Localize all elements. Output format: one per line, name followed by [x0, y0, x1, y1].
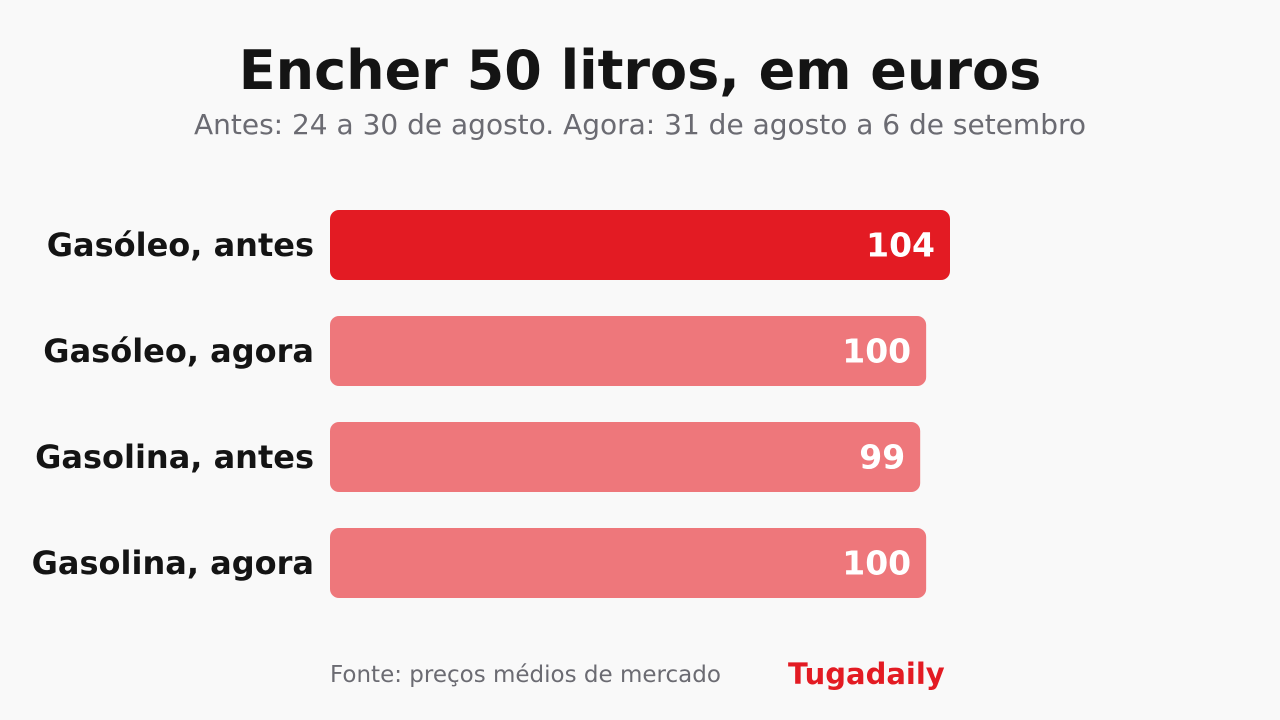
- bar: [330, 316, 927, 386]
- chart-title: Encher 50 litros, em euros: [238, 39, 1042, 102]
- bar-value-label: 99: [859, 438, 905, 477]
- bar-value-label: 104: [866, 226, 935, 265]
- source-note: Fonte: preços médios de mercado: [330, 662, 721, 688]
- category-label: Gasóleo, agora: [43, 332, 314, 370]
- bar-value-label: 100: [842, 544, 911, 583]
- brand-logo: Tugadaily: [788, 657, 945, 691]
- bar: [330, 422, 921, 492]
- bar: [330, 528, 927, 598]
- bar-value-label: 100: [842, 332, 911, 371]
- category-label: Gasóleo, antes: [47, 226, 314, 264]
- category-label: Gasolina, agora: [32, 544, 314, 582]
- category-label: Gasolina, antes: [35, 438, 314, 476]
- chart-subtitle: Antes: 24 a 30 de agosto. Agora: 31 de a…: [193, 108, 1087, 141]
- bar: [330, 210, 950, 280]
